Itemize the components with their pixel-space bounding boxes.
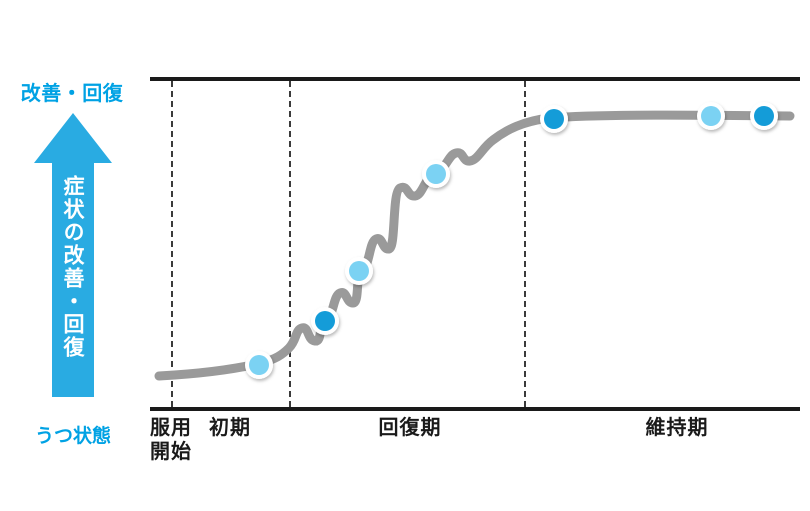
curve-marker-light xyxy=(345,257,373,285)
marker-dot xyxy=(754,106,774,126)
curve-marker-light xyxy=(245,351,273,379)
x-label-recovery-phase: 回復期 xyxy=(378,415,442,439)
up-arrow-shaft: 症状の改善・回復 xyxy=(52,161,94,397)
marker-dot xyxy=(249,355,269,375)
x-label-maintenance-phase: 維持期 xyxy=(645,415,709,439)
x-label-medication-start: 服用 開始 xyxy=(150,415,192,463)
curve-marker-dark xyxy=(540,105,568,133)
marker-dot xyxy=(349,261,369,281)
y-axis-top-label: 改善・回復 xyxy=(20,81,124,105)
y-axis-arrow-label: 症状の改善・回復 xyxy=(61,175,85,359)
curve-marker-dark xyxy=(311,307,339,335)
marker-dot xyxy=(701,106,721,126)
x-label-initial-phase: 初期 xyxy=(209,415,251,439)
curve-marker-light xyxy=(697,102,725,130)
recovery-curve xyxy=(154,110,795,381)
marker-dot xyxy=(315,311,335,331)
up-arrow-head-icon xyxy=(34,113,112,163)
marker-dot xyxy=(544,109,564,129)
curve-marker-dark xyxy=(750,102,778,130)
marker-dot xyxy=(426,164,446,184)
curve-marker-light xyxy=(422,160,450,188)
y-axis-bottom-label: うつ状態 xyxy=(34,425,112,447)
